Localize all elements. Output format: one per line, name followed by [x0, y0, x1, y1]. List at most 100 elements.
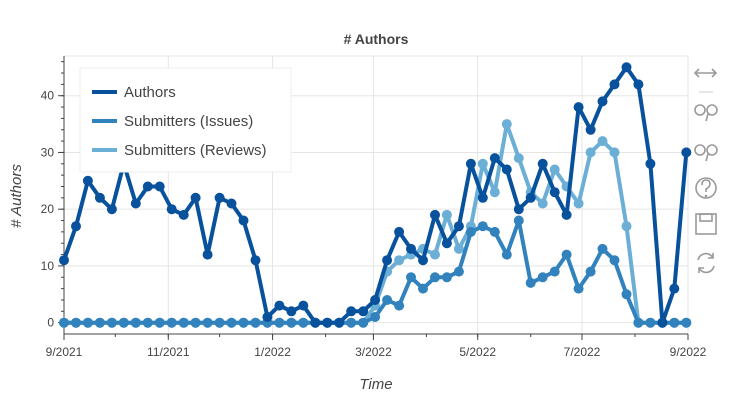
- data-point: [418, 255, 428, 266]
- x-tick-label: 11/2021: [147, 345, 190, 359]
- data-point: [166, 317, 177, 328]
- legend-label: Authors: [124, 84, 176, 101]
- data-point: [477, 158, 488, 169]
- series-group: [59, 62, 692, 328]
- data-point: [513, 204, 524, 215]
- data-point: [585, 147, 596, 158]
- data-point: [669, 317, 680, 328]
- data-point: [525, 192, 536, 203]
- data-point: [657, 317, 668, 328]
- help-icon[interactable]: [695, 177, 717, 199]
- data-point: [59, 255, 69, 266]
- axes: 9/2021 11/2021 1/2022 3/2022 5/2022 7/2022 9/2…: [41, 56, 707, 359]
- data-point: [453, 221, 464, 232]
- data-point: [298, 317, 309, 328]
- series-1: [59, 215, 692, 328]
- data-point: [501, 249, 512, 260]
- legend-label: Submitters (Issues): [124, 113, 253, 130]
- save-icon[interactable]: [695, 213, 717, 235]
- data-point: [274, 300, 285, 311]
- data-point: [394, 255, 405, 266]
- data-point: [202, 317, 213, 328]
- data-point: [501, 119, 512, 130]
- data-point: [597, 136, 608, 147]
- data-point: [441, 272, 452, 283]
- data-point: [346, 306, 357, 317]
- x-tick-label: 1/2022: [254, 345, 291, 359]
- y-tick-label: 10: [41, 259, 55, 273]
- data-point: [142, 317, 153, 328]
- data-point: [537, 158, 548, 169]
- data-point: [94, 192, 105, 203]
- data-point: [489, 187, 500, 198]
- data-point: [513, 153, 524, 164]
- data-point: [465, 158, 476, 169]
- data-point: [178, 209, 189, 220]
- reset-icon[interactable]: [697, 252, 715, 274]
- pan-icon[interactable]: [693, 68, 718, 78]
- data-point: [298, 300, 309, 311]
- data-point: [681, 147, 692, 158]
- data-point: [250, 317, 261, 328]
- data-point: [71, 221, 81, 232]
- data-point: [286, 306, 297, 317]
- y-tick-label: 40: [41, 89, 55, 103]
- data-point: [394, 226, 405, 237]
- x-tick-label: 3/2022: [355, 345, 392, 359]
- legend-label: Submitters (Reviews): [124, 142, 267, 159]
- data-point: [214, 192, 225, 203]
- data-point: [501, 164, 512, 175]
- data-point: [190, 192, 201, 203]
- data-point: [238, 317, 249, 328]
- data-point: [406, 272, 416, 283]
- data-point: [418, 283, 428, 294]
- data-point: [226, 198, 237, 209]
- data-point: [585, 266, 596, 277]
- data-point: [346, 317, 357, 328]
- data-point: [166, 204, 177, 215]
- data-point: [214, 317, 225, 328]
- data-point: [202, 249, 213, 260]
- data-point: [250, 255, 261, 266]
- data-point: [537, 198, 548, 209]
- data-point: [382, 255, 393, 266]
- data-point: [573, 102, 584, 113]
- x-tick-label: 5/2022: [459, 345, 496, 359]
- data-point: [453, 266, 464, 277]
- data-point: [370, 312, 381, 322]
- legend: Authors Submitters (Issues) Submitters (Re…: [79, 67, 292, 173]
- wheel-zoom-icon[interactable]: [694, 144, 718, 162]
- data-point: [358, 306, 369, 317]
- data-point: [585, 124, 596, 135]
- data-point: [561, 209, 572, 220]
- data-point: [645, 158, 656, 169]
- data-point: [238, 215, 249, 226]
- data-point: [537, 272, 548, 283]
- data-point: [94, 317, 105, 328]
- data-point: [274, 317, 285, 328]
- x-tick-label: 9/2022: [670, 345, 707, 359]
- data-point: [358, 317, 369, 328]
- data-point: [190, 317, 201, 328]
- data-point: [130, 317, 141, 328]
- series-0: [59, 62, 692, 328]
- y-axis-label: # Authors: [8, 164, 25, 228]
- box-zoom-icon[interactable]: [694, 104, 718, 122]
- data-point: [178, 317, 189, 328]
- data-point: [681, 317, 692, 328]
- data-point: [633, 79, 644, 90]
- data-point: [106, 317, 117, 328]
- data-point: [609, 79, 620, 90]
- data-point: [441, 238, 452, 249]
- data-point: [561, 249, 572, 260]
- x-tick-label: 9/2021: [46, 345, 83, 359]
- data-point: [669, 283, 680, 294]
- data-point: [549, 187, 560, 198]
- y-tick-label: 0: [47, 316, 54, 330]
- data-point: [382, 295, 393, 305]
- data-point: [441, 209, 452, 220]
- data-point: [262, 312, 273, 322]
- data-point: [621, 221, 632, 232]
- data-point: [633, 317, 644, 328]
